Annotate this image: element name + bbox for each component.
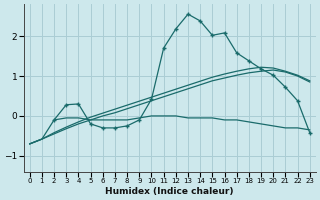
X-axis label: Humidex (Indice chaleur): Humidex (Indice chaleur) xyxy=(106,187,234,196)
